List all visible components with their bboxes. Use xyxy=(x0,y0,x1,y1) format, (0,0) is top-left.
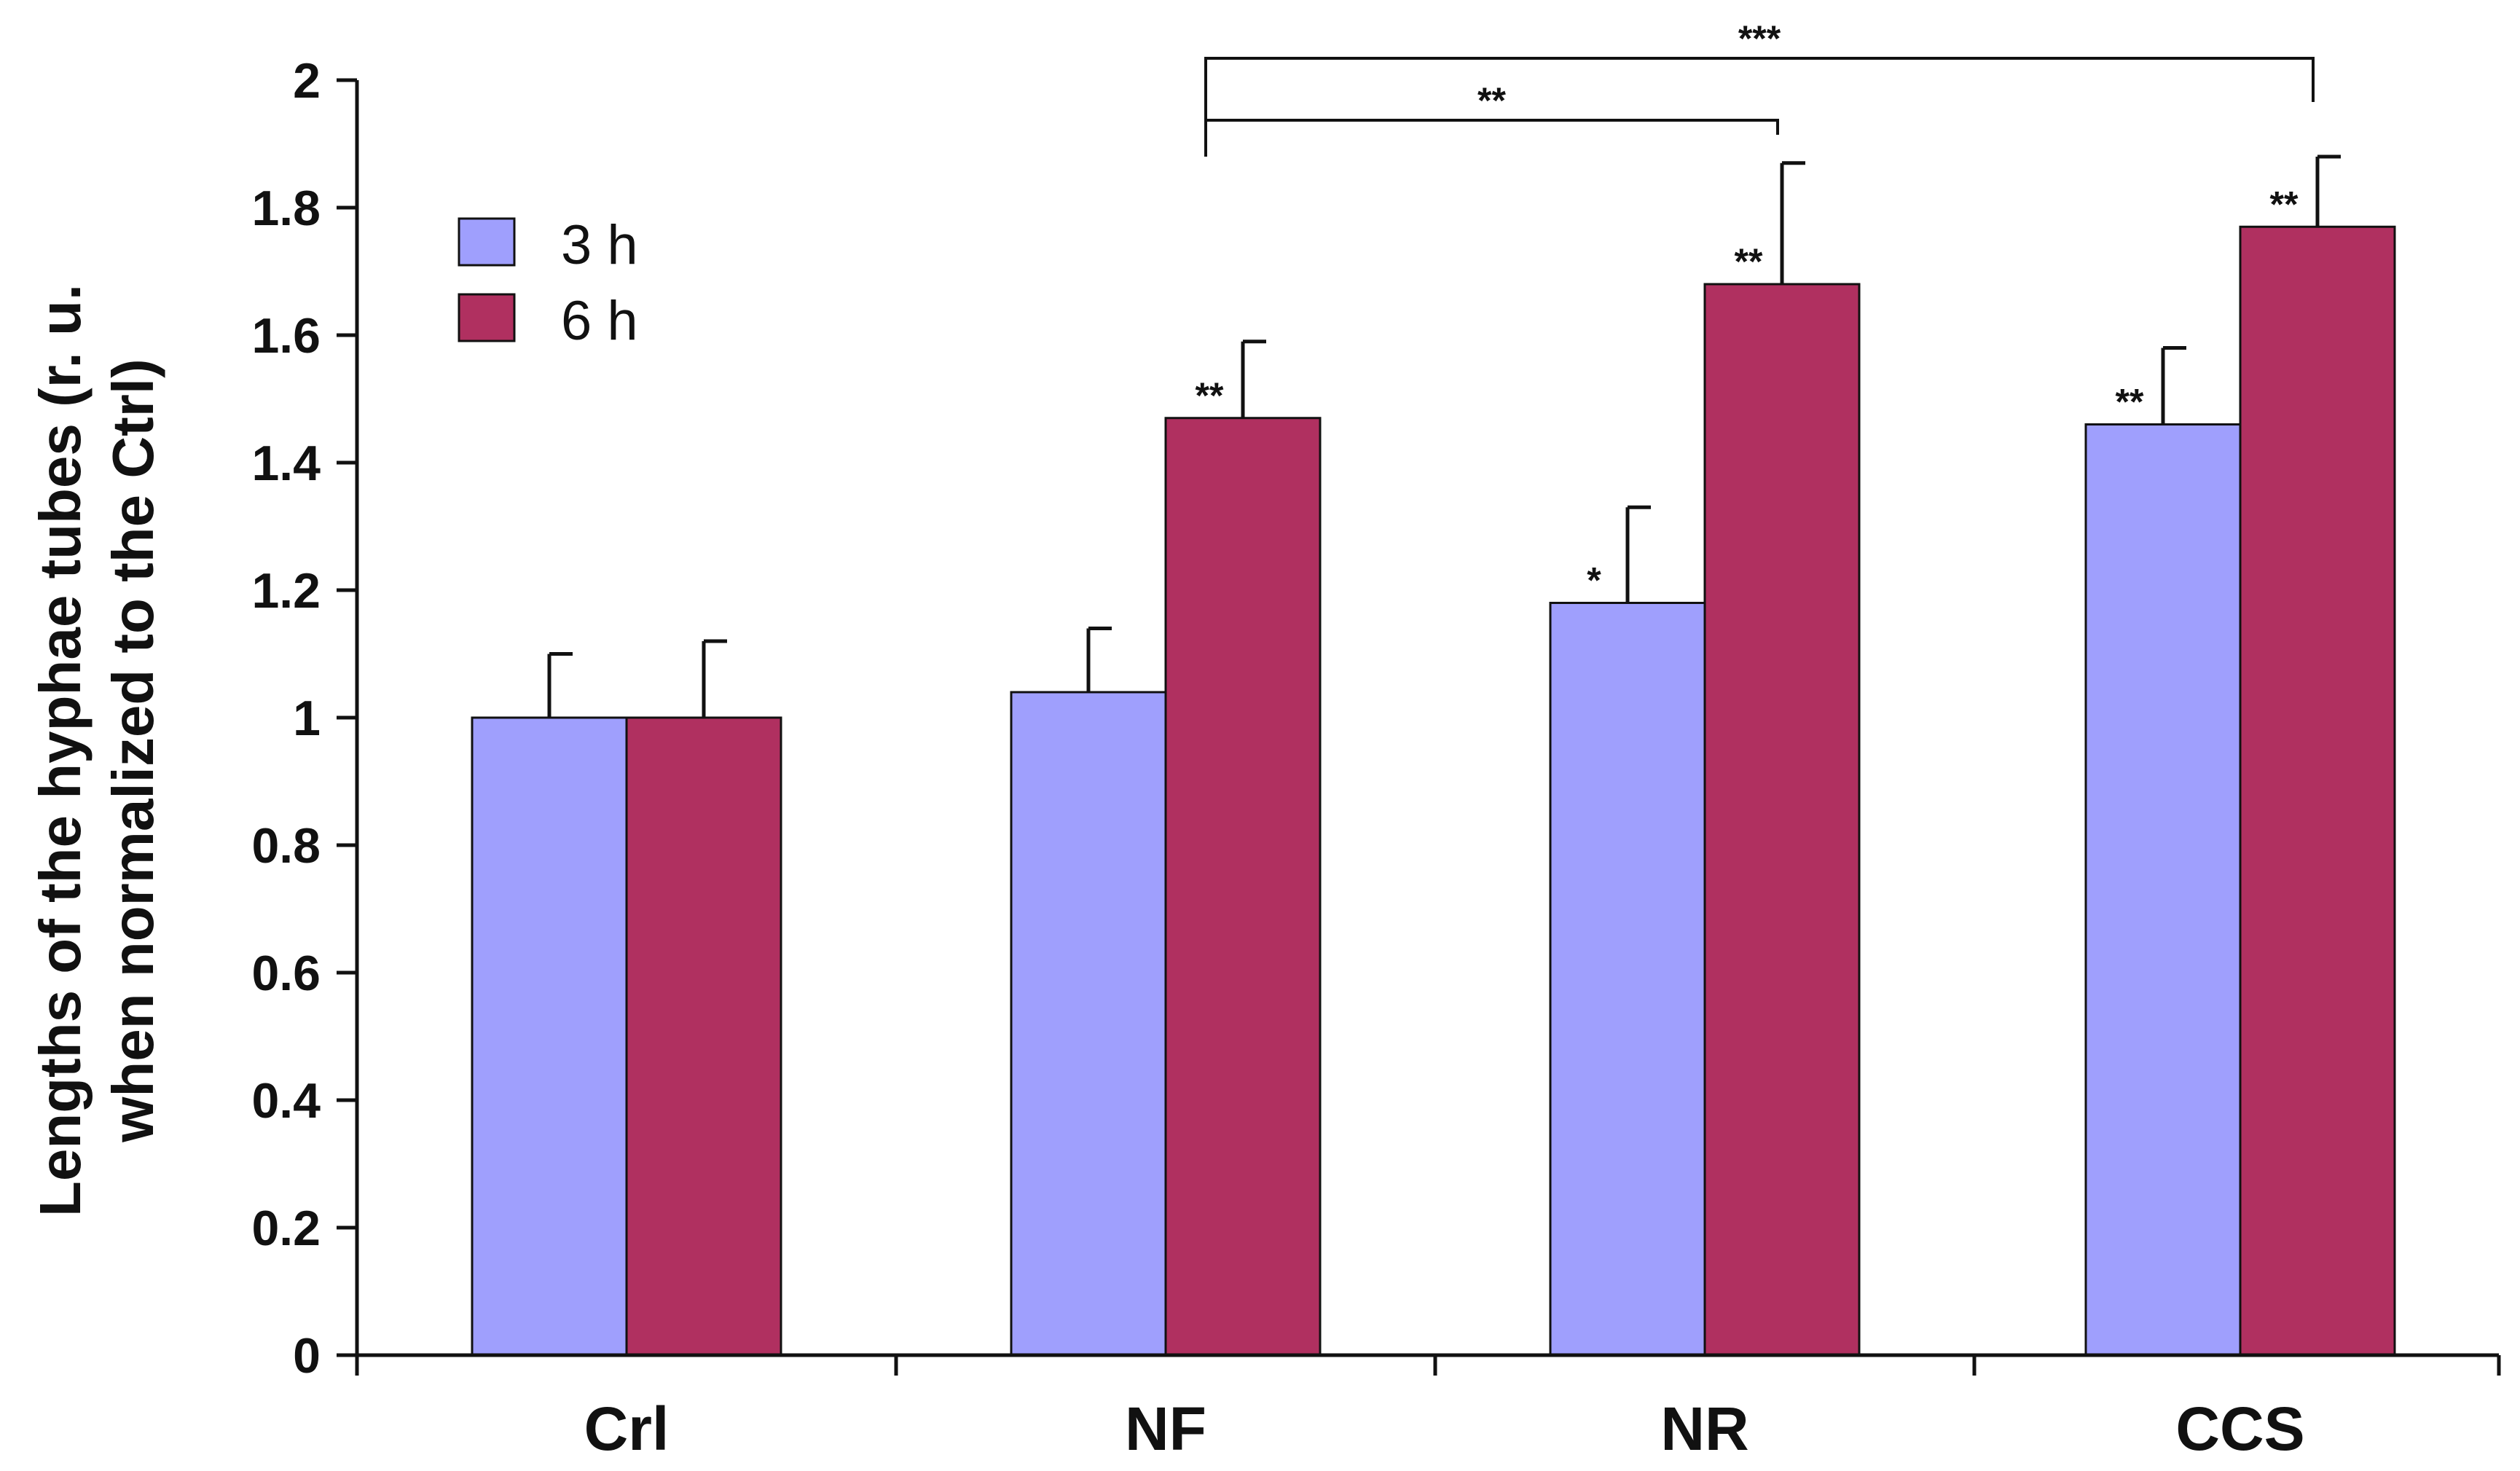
comparison-bracket xyxy=(1204,119,1779,157)
y-tick-label: 1.8 xyxy=(251,181,321,236)
comparison-label: ** xyxy=(1477,80,1506,121)
bar-6h-NF xyxy=(1164,417,1322,1357)
y-tick-label: 0.6 xyxy=(251,946,321,1001)
legend-swatch-6h xyxy=(458,293,516,342)
y-tick-label: 0 xyxy=(293,1328,321,1384)
y-axis-title: Lengths of the hyphae tubes (r. u. when … xyxy=(28,284,165,1217)
y-tick-label: 0.2 xyxy=(251,1201,321,1256)
legend: 3 h 6 h xyxy=(458,214,638,352)
bar-6h-Crl xyxy=(625,716,782,1357)
y-axis-ticks: 0 0.2 0.4 0.6 0.8 1 1.2 1.4 1.6 1.8 2 xyxy=(251,53,2501,1384)
category-label-CCS: CCS xyxy=(2175,1394,2304,1463)
y-tick-label: 1.2 xyxy=(251,563,321,619)
comparison-bracket xyxy=(1204,57,2315,157)
y-tick-label: 2 xyxy=(293,53,321,109)
y-axis-title-line-1: Lengths of the hyphae tubes (r. u. xyxy=(28,284,93,1217)
category-label-NF: NF xyxy=(1125,1394,1206,1463)
y-tick-label: 1.6 xyxy=(251,308,321,364)
y-tick-label: 1 xyxy=(293,691,321,746)
comparison-label: *** xyxy=(1738,18,1781,59)
category-label-NR: NR xyxy=(1660,1394,1748,1463)
significance-mark: ** xyxy=(1196,375,1224,416)
bars xyxy=(471,225,2396,1357)
legend-label-6h: 6 h xyxy=(561,290,638,352)
significance-marks: ********* xyxy=(1196,184,2299,600)
significance-mark: ** xyxy=(2116,382,2144,423)
significance-mark: * xyxy=(1587,560,1601,601)
y-tick-label: 0.4 xyxy=(251,1073,321,1129)
x-axis-categories: Crl NF NR CCS xyxy=(584,1394,2305,1463)
legend-swatch-3h xyxy=(458,217,516,267)
comparison-brackets: ***** xyxy=(1204,18,2315,157)
bar-6h-CCS xyxy=(2239,225,2396,1357)
category-label-Crl: Crl xyxy=(584,1394,670,1463)
y-axis-title-line-2: when normalized to the Ctrl) xyxy=(101,358,165,1143)
significance-mark: ** xyxy=(2270,184,2299,224)
significance-mark: ** xyxy=(1735,241,1763,282)
bar-6h-NR xyxy=(1703,283,1861,1357)
bar-3h-NF xyxy=(1010,691,1167,1357)
y-tick-label: 1.4 xyxy=(251,436,321,491)
bar-3h-Crl xyxy=(471,716,628,1357)
y-tick-label: 0.8 xyxy=(251,818,321,874)
error-bars xyxy=(547,154,2341,718)
bar-3h-CCS xyxy=(2084,423,2242,1357)
legend-label-3h: 3 h xyxy=(561,214,638,276)
bar-3h-NR xyxy=(1549,602,1706,1357)
